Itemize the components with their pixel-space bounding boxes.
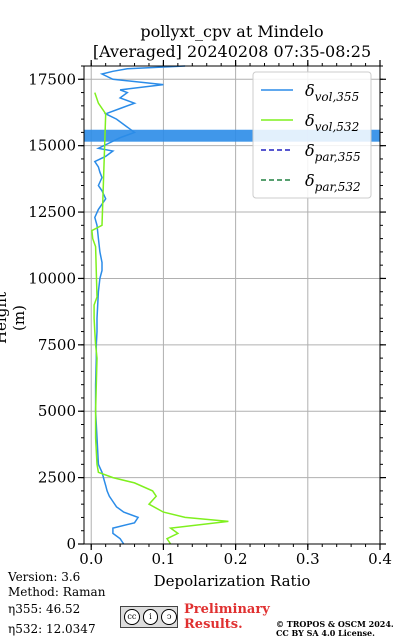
- x-axis-title: Depolarization Ratio: [153, 572, 311, 590]
- y-tick-label: 15000: [28, 137, 76, 155]
- method-text: Method: Raman: [8, 585, 106, 599]
- y-tick-label: 5000: [38, 402, 76, 420]
- preliminary-note: Preliminary Results.: [184, 602, 270, 632]
- preliminary-line2: Results.: [184, 617, 243, 632]
- copyright-line2: CC BY SA 4.0 License.: [276, 628, 375, 638]
- legend-box: [252, 71, 372, 199]
- preliminary-line1: Preliminary: [184, 602, 270, 617]
- eta532-text: η532: 12.0347: [8, 622, 96, 636]
- x-tick-label: 0.4: [368, 550, 392, 568]
- x-tick-label: 0.0: [79, 550, 103, 568]
- x-tick-label: 0.2: [224, 550, 248, 568]
- cc-by-sa-icon: cc i ↄ: [120, 606, 178, 628]
- series-line-1: [91, 92, 229, 545]
- copyright-note: © TROPOS & OSCM 2024. CC BY SA 4.0 Licen…: [276, 620, 394, 638]
- y-tick-label: 2500: [38, 469, 76, 487]
- y-tick-label: 7500: [38, 336, 76, 354]
- y-tick-label: 10000: [28, 269, 76, 287]
- version-text: Version: 3.6: [8, 570, 81, 584]
- saturated-band: [84, 129, 380, 142]
- eta355-text: η355: 46.52: [8, 602, 81, 616]
- series-line-0: [93, 65, 186, 545]
- x-tick-label: 0.1: [151, 550, 175, 568]
- y-axis-title: Height (m): [0, 291, 28, 345]
- y-tick-label: 17500: [28, 70, 76, 88]
- y-tick-label: 12500: [28, 203, 76, 221]
- y-tick-label: 0: [66, 535, 76, 553]
- chart-title: pollyxt_cpv at Mindelo: [140, 22, 324, 41]
- chart-subtitle: [Averaged] 20240208 07:35-08:25: [92, 42, 372, 61]
- x-tick-label: 0.3: [296, 550, 320, 568]
- copyright-line1: © TROPOS & OSCM 2024.: [276, 619, 394, 629]
